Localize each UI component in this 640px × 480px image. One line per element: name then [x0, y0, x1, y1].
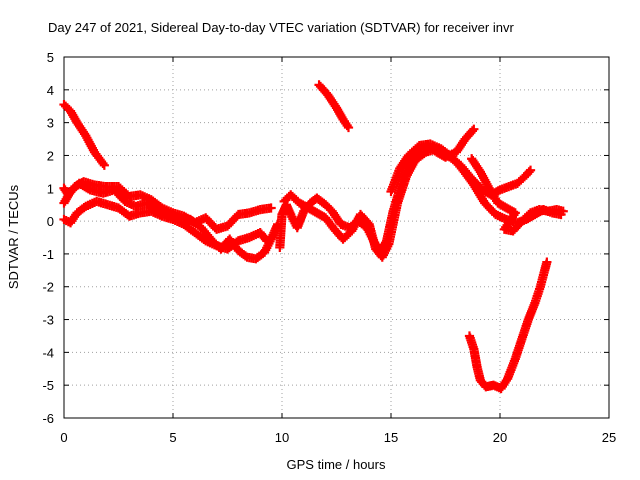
- data-point: [542, 257, 552, 267]
- y-axis-label: SDTVAR / TECUs: [6, 184, 21, 289]
- y-tick-label: 1: [47, 181, 54, 196]
- y-tick-label: 0: [47, 214, 54, 229]
- series-arc-b: [314, 80, 354, 133]
- y-tick-label: -4: [42, 345, 54, 360]
- data-point: [469, 124, 479, 134]
- data-point: [99, 160, 109, 170]
- series-arc-f: [275, 124, 479, 257]
- x-tick-label: 5: [169, 430, 176, 445]
- y-tick-label: -6: [42, 411, 54, 426]
- x-axis-label: GPS time / hours: [287, 457, 386, 472]
- y-tick-label: -2: [42, 280, 54, 295]
- y-tick-label: 4: [47, 83, 54, 98]
- series-arc-a: [59, 99, 109, 170]
- y-tick-label: 3: [47, 116, 54, 131]
- y-tick-label: 5: [47, 50, 54, 65]
- y-tick-label: -5: [42, 378, 54, 393]
- series-arc-h: [386, 139, 566, 228]
- y-tick-label: -1: [42, 247, 54, 262]
- data-point: [266, 203, 276, 213]
- data-point: [558, 206, 568, 216]
- x-tick-label: 15: [384, 430, 398, 445]
- x-tick-label: 20: [493, 430, 507, 445]
- series-arc-e: [59, 196, 272, 254]
- plot-frame: [63, 56, 610, 419]
- x-tick-label: 25: [602, 430, 616, 445]
- series-arc-j: [464, 257, 552, 394]
- data-point: [525, 165, 536, 175]
- series-arc-i: [467, 154, 568, 236]
- x-tick-label: 0: [60, 430, 67, 445]
- axis-ticks: -6 -5 -4 -3 -2 -1 0 1 2 3 4 5 0 5 10 15 20 25: [42, 50, 616, 445]
- data-points: [59, 80, 568, 394]
- data-point: [343, 122, 354, 133]
- data-point: [262, 236, 272, 246]
- x-tick-label: 10: [275, 430, 289, 445]
- chart-title: Day 247 of 2021, Sidereal Day-to-day VTE…: [48, 20, 514, 35]
- y-tick-label: -3: [42, 313, 54, 328]
- y-tick-label: 2: [47, 148, 54, 163]
